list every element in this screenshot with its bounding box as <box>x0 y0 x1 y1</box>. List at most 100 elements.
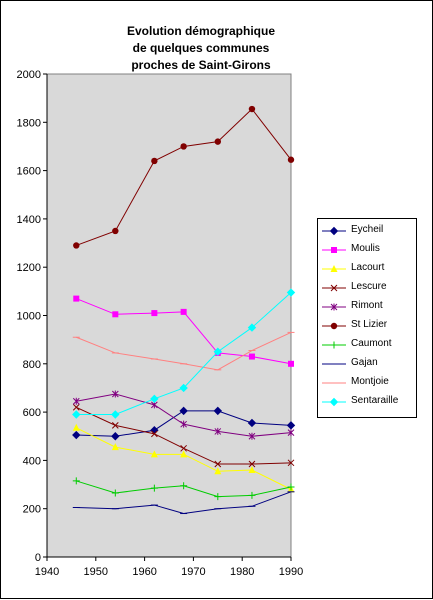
data-point-shape <box>72 410 81 419</box>
data-point <box>180 482 188 490</box>
data-point-shape <box>111 422 119 429</box>
data-point <box>112 227 119 235</box>
legend-swatch-marker-shape <box>331 247 337 253</box>
data-point-shape <box>150 394 159 404</box>
legend-swatch-marker <box>330 284 338 292</box>
data-point <box>151 157 158 165</box>
data-point <box>248 460 256 468</box>
data-point <box>214 493 222 501</box>
data-point-shape <box>72 423 80 431</box>
legend-label: Eycheil <box>351 224 384 235</box>
y-tick-label: 200 <box>23 504 41 516</box>
legend-label: Gajan <box>351 357 378 368</box>
data-point-shape <box>214 460 222 468</box>
x-tick-label: 1970 <box>181 566 205 578</box>
data-point-shape <box>112 311 119 318</box>
legend-label: Lacourt <box>351 262 385 273</box>
data-point-shape <box>247 418 257 428</box>
series-lacourt <box>72 423 295 493</box>
series-gajan <box>72 491 295 515</box>
data-point-shape <box>180 444 187 452</box>
data-point <box>248 466 256 474</box>
data-point-shape <box>214 467 222 475</box>
legend-label: Caumont <box>351 338 392 349</box>
data-point-shape <box>248 466 256 474</box>
series-moulis <box>73 295 294 367</box>
data-point <box>111 443 119 451</box>
y-tick-label: 1400 <box>17 214 41 226</box>
series-caumont <box>72 477 295 501</box>
data-point <box>248 432 256 440</box>
series-rimont <box>72 390 295 440</box>
data-point-shape <box>287 429 295 437</box>
data-point <box>151 430 158 438</box>
data-point <box>73 242 80 249</box>
data-point-shape <box>111 432 120 441</box>
data-point <box>72 477 80 485</box>
data-point-shape <box>180 450 188 458</box>
legend-label: St Lizier <box>351 319 388 330</box>
legend-swatch-marker-shape <box>329 226 339 236</box>
legend-swatch-marker <box>329 397 339 407</box>
data-point-shape <box>72 430 81 440</box>
data-point-shape <box>72 403 80 411</box>
legend-swatch <box>322 247 346 253</box>
data-point-shape <box>214 427 222 435</box>
y-tick-label: 2000 <box>17 69 41 81</box>
data-point <box>180 450 188 458</box>
data-point <box>287 483 295 491</box>
data-point <box>72 410 81 419</box>
data-point-shape <box>247 323 257 332</box>
legend-label: Moulis <box>351 243 380 254</box>
data-point-shape <box>213 347 223 356</box>
x-tick-label: 1960 <box>132 566 156 578</box>
legend-swatch <box>322 397 346 407</box>
data-point-shape <box>111 489 119 497</box>
data-point <box>150 394 159 404</box>
legend-swatch-marker-shape <box>330 341 338 349</box>
data-point <box>213 347 223 356</box>
data-point-shape <box>111 390 119 398</box>
data-point <box>111 422 119 429</box>
data-point-shape <box>111 410 120 419</box>
legend-item: Lescure <box>318 279 416 298</box>
data-point-shape <box>150 484 158 492</box>
legend-swatch <box>322 341 346 349</box>
data-point-shape <box>179 383 188 393</box>
y-tick-label: 1200 <box>17 262 41 274</box>
legend-item: St Lizier <box>318 317 416 336</box>
data-point <box>287 156 295 163</box>
data-point <box>180 420 187 428</box>
y-tick-label: 400 <box>23 455 41 467</box>
data-point-shape <box>248 105 256 113</box>
data-point-shape <box>180 143 187 150</box>
data-point-shape <box>150 450 158 458</box>
data-point-shape <box>151 310 158 317</box>
data-point <box>111 410 120 419</box>
data-point <box>72 397 80 405</box>
y-tick-label: 0 <box>35 552 41 564</box>
legend-swatch-marker-shape <box>330 303 338 311</box>
legend-swatch <box>322 226 346 236</box>
data-point-shape <box>180 482 188 490</box>
series-st-lizier <box>73 105 295 249</box>
data-point-shape <box>248 491 256 499</box>
data-point-shape <box>287 459 295 467</box>
legend-swatch <box>322 322 346 330</box>
data-point <box>72 403 80 411</box>
data-point <box>180 308 187 315</box>
data-point-shape <box>180 308 187 315</box>
legend-item: Eycheil <box>318 222 416 241</box>
data-point-shape <box>73 242 80 249</box>
y-tick-label: 800 <box>23 359 41 371</box>
data-point-shape <box>111 443 119 451</box>
y-tick-label: 1600 <box>17 166 41 178</box>
legend: Eycheil Moulis Lacourt Lescure Rimont St Lizi… <box>317 218 417 418</box>
data-point-shape <box>248 460 256 468</box>
data-point-shape <box>73 295 80 302</box>
data-point <box>179 383 188 393</box>
data-point <box>111 489 119 497</box>
data-point <box>248 105 256 113</box>
